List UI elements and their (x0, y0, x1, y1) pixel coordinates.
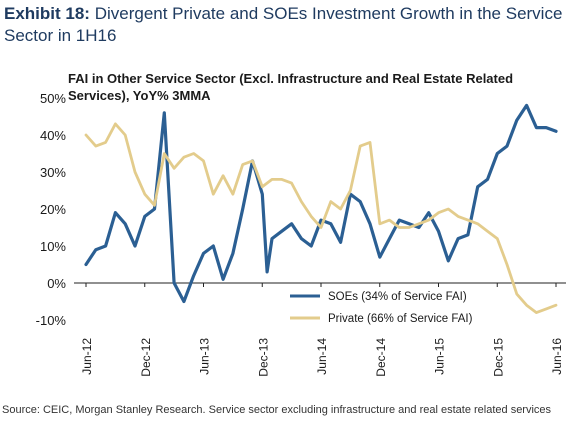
y-tick-label: 50% (40, 91, 66, 106)
y-tick-label: 30% (40, 165, 66, 180)
y-tick-label: 0% (47, 276, 66, 291)
legend-label-private: Private (66% of Service FAI) (328, 313, 473, 325)
y-tick-label: 20% (40, 202, 66, 217)
line-chart: -10% 0% 10% 20% 30% 40% 50% Jun-12 Dec-12 Jun-13 D… (36, 91, 566, 377)
x-tick-label: Dec-15 (491, 338, 505, 377)
y-tick-label: 10% (40, 239, 66, 254)
source-note: Source: CEIC, Morgan Stanley Research. S… (2, 404, 552, 416)
y-tick-label: -10% (36, 313, 67, 328)
private-series-line (84, 122, 558, 315)
exhibit-title: Divergent Private and SOEs Investment Gr… (4, 4, 563, 45)
x-tick-label: Jun-14 (315, 338, 329, 375)
exhibit-heading: Exhibit 18: Divergent Private and SOEs I… (4, 3, 574, 47)
x-tick-label: Jun-12 (80, 338, 94, 375)
y-tick-label: 40% (40, 128, 66, 143)
chart-title: FAI in Other Service Sector (Excl. Infra… (68, 71, 514, 103)
x-tick-label: Jun-16 (550, 338, 564, 375)
x-tick-label: Dec-13 (256, 338, 270, 377)
exhibit-label: Exhibit 18: (4, 4, 90, 23)
x-tick-label: Jun-13 (198, 338, 212, 375)
x-tick-label: Jun-15 (433, 338, 447, 375)
x-tick-label: Dec-12 (139, 338, 153, 377)
soe-series-line (84, 103, 558, 304)
x-tick-label: Dec-14 (374, 338, 388, 377)
chart-container: FAI in Other Service Sector (Excl. Infra… (0, 52, 576, 397)
legend-label-soe: SOEs (34% of Service FAI) (328, 291, 467, 303)
